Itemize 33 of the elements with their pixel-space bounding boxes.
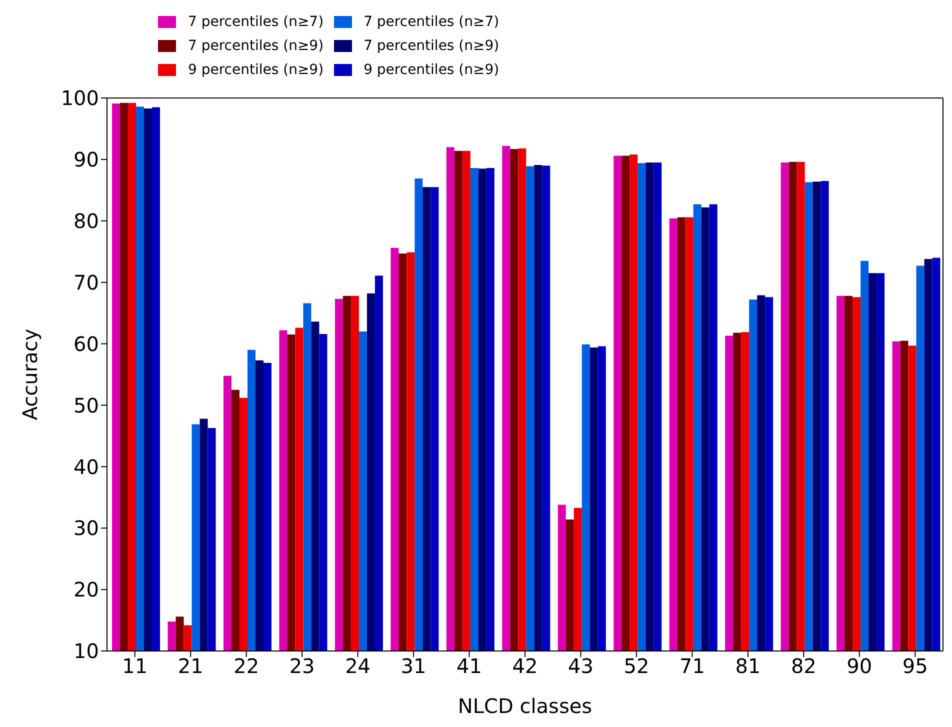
y-tick-label: 100 <box>60 86 99 110</box>
x-tick-label: 11 <box>122 654 148 678</box>
y-tick-label: 60 <box>74 332 99 356</box>
x-axis-title: NLCD classes <box>458 694 592 718</box>
x-tick-label: 82 <box>790 654 816 678</box>
legend-label: 7 percentiles (n≥9) <box>188 38 324 54</box>
y-tick-label: 30 <box>74 516 99 540</box>
legend-label: 7 percentiles (n≥7) <box>364 14 500 30</box>
x-tick-label: 95 <box>902 654 928 678</box>
x-tick-label: 31 <box>400 654 426 678</box>
x-tick-label: 24 <box>345 654 371 678</box>
y-tick-label: 50 <box>74 393 99 418</box>
x-tick-label: 43 <box>568 654 594 678</box>
x-tick-label: 42 <box>512 654 538 678</box>
y-tick-label: 20 <box>74 578 99 602</box>
x-tick-label: 52 <box>624 654 650 678</box>
x-tick-label: 71 <box>679 654 705 678</box>
legend-label: 7 percentiles (n≥9) <box>364 38 500 54</box>
y-tick-label: 40 <box>74 454 99 479</box>
legend-label: 7 percentiles (n≥7) <box>188 14 324 30</box>
y-tick-label: 90 <box>74 148 99 172</box>
legend-label: 9 percentiles (n≥9) <box>188 62 324 78</box>
x-tick-label: 23 <box>289 654 315 678</box>
x-tick-label: 81 <box>735 654 761 678</box>
x-tick-label: 41 <box>456 654 482 678</box>
y-axis-title: Accuracy <box>18 328 42 420</box>
legend-label: 9 percentiles (n≥9) <box>364 62 500 78</box>
y-tick-label: 80 <box>74 208 99 233</box>
y-tick-label: 10 <box>74 639 99 664</box>
x-tick-label: 90 <box>846 654 872 678</box>
x-tick-label: 22 <box>234 654 260 678</box>
x-tick-label: 21 <box>178 654 204 678</box>
y-tick-label: 70 <box>74 270 99 294</box>
